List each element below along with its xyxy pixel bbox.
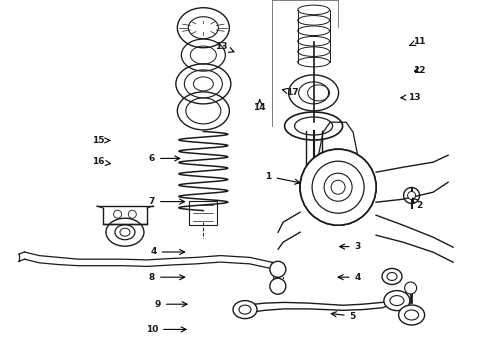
- Text: 7: 7: [148, 197, 185, 206]
- Text: 10: 10: [146, 325, 186, 334]
- Text: 9: 9: [154, 300, 187, 309]
- Circle shape: [270, 261, 286, 277]
- Text: 8: 8: [149, 273, 185, 282]
- Circle shape: [312, 161, 364, 213]
- Ellipse shape: [398, 305, 425, 325]
- Circle shape: [331, 180, 345, 194]
- Text: 1: 1: [266, 172, 300, 184]
- Circle shape: [128, 210, 136, 218]
- Ellipse shape: [384, 291, 410, 311]
- Text: 2: 2: [413, 198, 422, 210]
- Text: 4: 4: [338, 273, 361, 282]
- Circle shape: [405, 282, 416, 294]
- Circle shape: [270, 278, 286, 294]
- Circle shape: [300, 149, 376, 225]
- Ellipse shape: [106, 218, 144, 246]
- Text: 13: 13: [401, 93, 420, 102]
- Ellipse shape: [382, 269, 402, 284]
- Circle shape: [408, 192, 416, 199]
- Text: 13: 13: [215, 42, 234, 52]
- Bar: [189, 202, 218, 225]
- Text: 15: 15: [92, 136, 110, 145]
- Text: 11: 11: [410, 37, 425, 46]
- Circle shape: [300, 149, 376, 225]
- Ellipse shape: [233, 301, 257, 319]
- Text: 17: 17: [282, 87, 298, 96]
- Text: 16: 16: [92, 158, 111, 166]
- Text: 14: 14: [253, 100, 266, 112]
- Text: 3: 3: [340, 242, 361, 251]
- Text: 4: 4: [150, 247, 185, 256]
- Text: 6: 6: [149, 154, 180, 163]
- Text: 5: 5: [331, 311, 356, 320]
- Circle shape: [114, 210, 122, 218]
- Text: 12: 12: [413, 66, 425, 75]
